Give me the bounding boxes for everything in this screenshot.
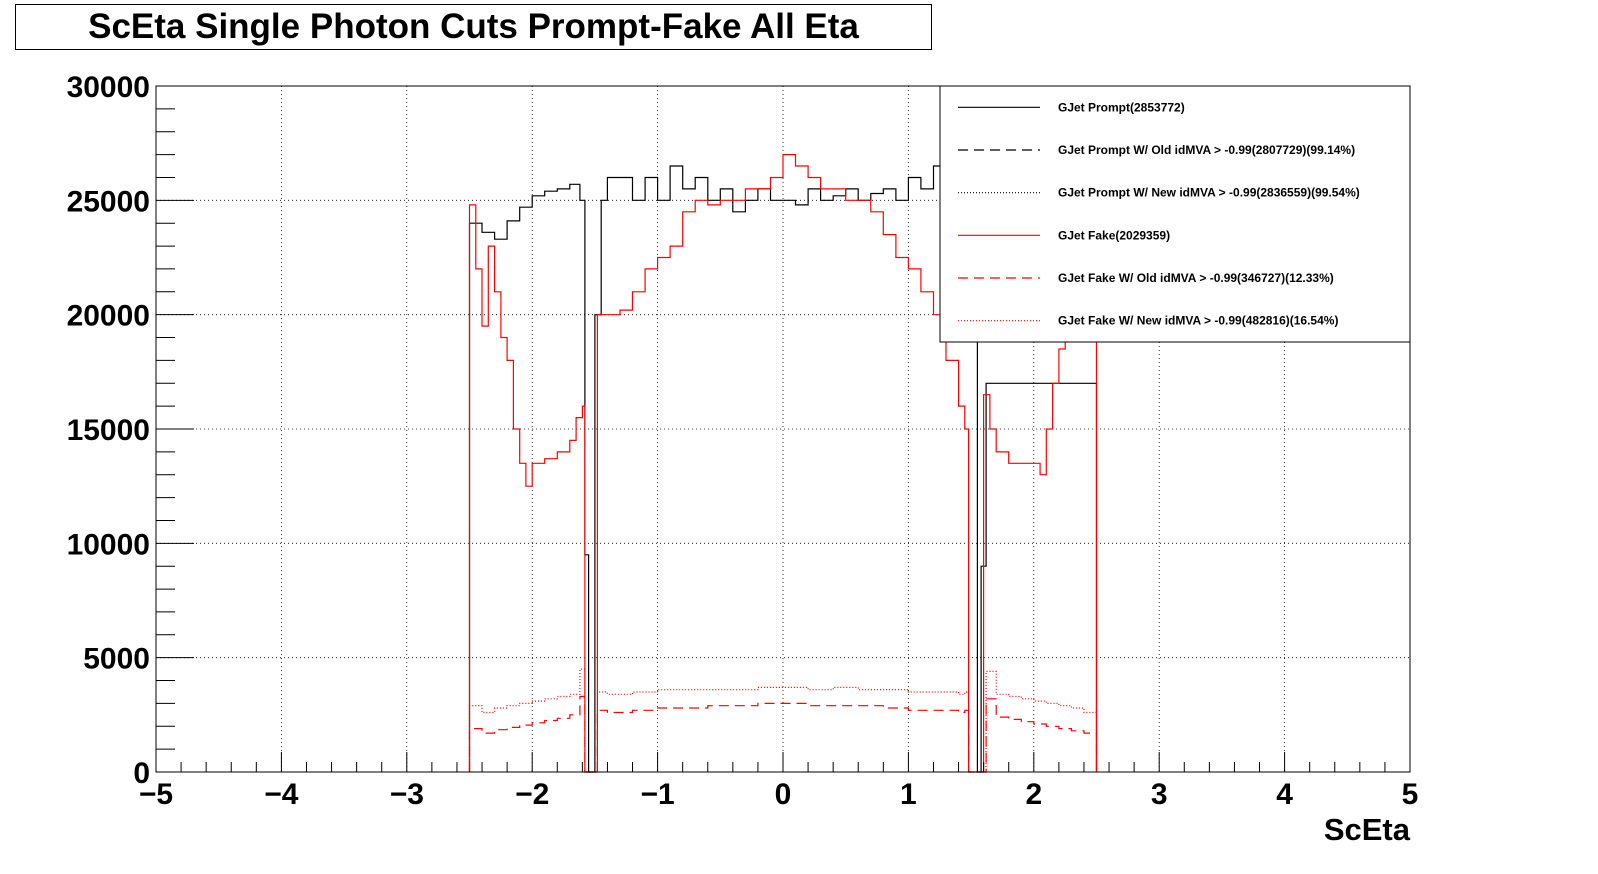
x-tick-label: −5	[139, 778, 173, 811]
plot-series	[468, 154, 1098, 773]
y-tick-label: 5000	[83, 643, 150, 676]
y-tick-label: 10000	[67, 528, 150, 561]
x-tick-label: −4	[264, 778, 299, 811]
x-tick-label: −1	[640, 778, 674, 811]
y-tick-label: 20000	[67, 300, 150, 333]
legend-label: GJet Fake(2029359)	[1058, 228, 1170, 242]
x-tick-label: 4	[1276, 778, 1293, 811]
x-tick-label: 1	[900, 778, 917, 811]
x-tick-label: −3	[390, 778, 424, 811]
y-tick-label: 25000	[67, 185, 150, 218]
legend-label: GJet Prompt W/ New idMVA > -0.99(2836559…	[1058, 186, 1360, 200]
x-axis-title: ScEta	[1324, 812, 1411, 847]
x-tick-label: 0	[775, 778, 792, 811]
axes: −5 −4 −3 −2 −1 0 1 2 3 4 5 0 5000 10000 15000 20000 2500…	[67, 71, 1419, 811]
x-tick-label: 2	[1025, 778, 1042, 811]
x-tick-label: 5	[1402, 778, 1419, 811]
series-line-3	[468, 154, 1098, 773]
legend-label: GJet Fake W/ Old idMVA > -0.99(346727)(1…	[1058, 271, 1334, 285]
legend-label: GJet Prompt W/ Old idMVA > -0.99(2807729…	[1058, 143, 1355, 157]
legend-box	[939, 85, 1411, 343]
x-tick-label: 3	[1151, 778, 1168, 811]
chart-title: ScEta Single Photon Cuts Prompt-Fake All…	[88, 7, 859, 46]
legend: GJet Prompt(2853772) GJet Prompt W/ Old i…	[939, 85, 1411, 343]
legend-label: GJet Fake W/ New idMVA > -0.99(482816)(1…	[1058, 314, 1338, 328]
chart-title-box: ScEta Single Photon Cuts Prompt-Fake All…	[15, 4, 932, 50]
y-tick-label: 15000	[67, 414, 150, 447]
series-line-4	[468, 695, 1098, 773]
legend-label: GJet Prompt(2853772)	[1058, 100, 1185, 114]
y-tick-label: 30000	[67, 71, 150, 104]
x-tick-label: −2	[515, 778, 549, 811]
y-tick-label: 0	[133, 757, 150, 790]
